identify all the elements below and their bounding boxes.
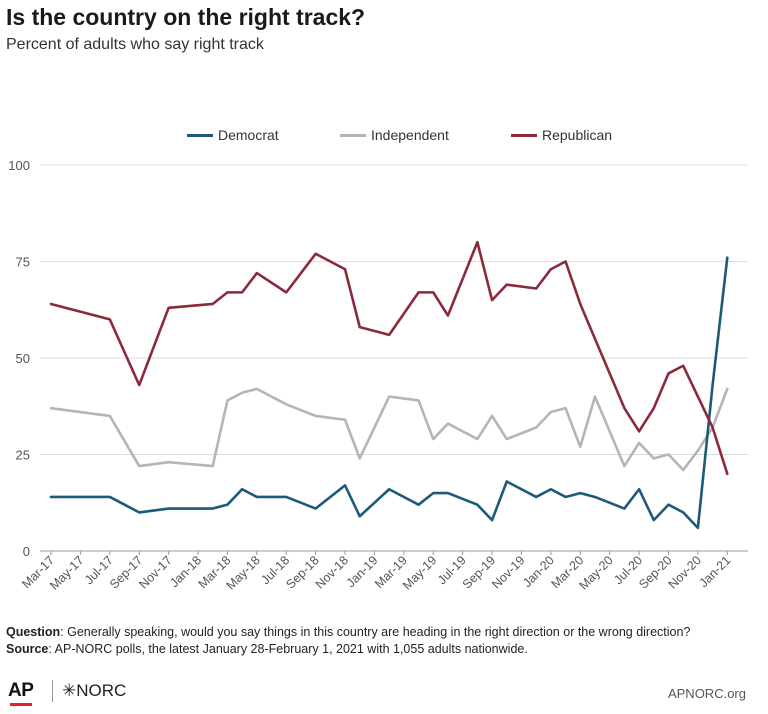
x-tick-label: Nov-17 [136,553,174,591]
series-line-independent [49,387,729,472]
legend-swatch-republican [511,133,537,137]
x-tick-label: Nov-19 [489,553,527,591]
series-line-republican [49,240,729,476]
question-label: Question [6,625,61,639]
x-tick-label: Nov-18 [313,553,351,591]
question-note: Question: Generally speaking, would you … [6,624,690,641]
legend-swatch-democrat [187,133,213,137]
legend-label-republican: Republican [542,127,613,143]
x-tick-label: Nov-20 [666,553,704,591]
source-text: : AP-NORC polls, the latest January 28-F… [48,642,528,656]
legend: Democrat Independent Republican [0,127,768,147]
norc-logo: ✳NORC [62,681,127,700]
line-chart: 0255075100Mar-17May-17Jul-17Sep-17Nov-17… [8,158,748,593]
y-tick-label: 100 [8,158,30,173]
site-url: APNORC.org [667,686,746,701]
series-line-democrat [49,256,729,530]
norc-logo-text: NORC [76,681,127,700]
legend-label-democrat: Democrat [218,127,279,143]
ap-logo: AP [8,680,34,701]
legend-label-independent: Independent [371,127,449,143]
question-text: : Generally speaking, would you say thin… [60,625,691,639]
ap-logo-bar [10,703,32,706]
chart-subtitle: Percent of adults who say right track [6,36,264,53]
x-tick-label: Jan-21 [696,553,733,590]
y-tick-label: 0 [23,544,30,559]
legend-item-republican: Republican [511,127,612,143]
y-tick-label: 75 [16,255,30,270]
legend-swatch-independent [340,133,366,137]
legend-item-independent: Independent [340,127,449,143]
source-note: Source: AP-NORC polls, the latest Januar… [6,641,690,658]
source-label: Source [6,642,49,656]
chart-title: Is the country on the right track? [6,4,366,30]
footnote: Question: Generally speaking, would you … [6,624,690,658]
y-tick-label: 25 [16,448,30,463]
logo-divider [52,680,53,702]
legend-item-democrat: Democrat [187,127,279,143]
y-tick-label: 50 [16,351,30,366]
